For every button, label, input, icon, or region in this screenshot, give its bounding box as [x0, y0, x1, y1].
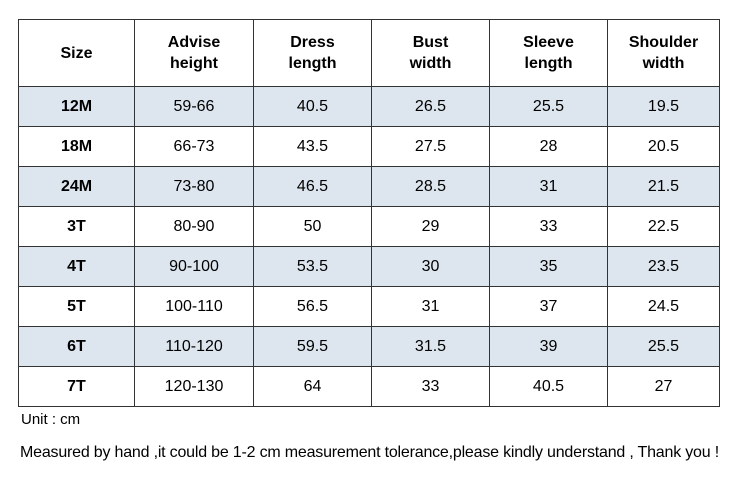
bust-width-cell: 31 [371, 286, 490, 327]
dress-length-cell: 64 [253, 366, 372, 407]
header-dress-length: Dress length [253, 19, 372, 87]
shoulder-width-cell: 25.5 [607, 326, 720, 367]
size-cell: 4T [18, 246, 135, 287]
shoulder-width-cell: 22.5 [607, 206, 720, 247]
header-shoulder-width: Shoulder width [607, 19, 720, 87]
dress-length-cell: 46.5 [253, 166, 372, 207]
size-cell: 18M [18, 126, 135, 167]
advise-height-cell: 120-130 [134, 366, 254, 407]
size-cell: 3T [18, 206, 135, 247]
table-row: 5T 100-110 56.5 31 37 24.5 [18, 286, 720, 327]
table-row: 18M 66-73 43.5 27.5 28 20.5 [18, 126, 720, 167]
shoulder-width-cell: 19.5 [607, 86, 720, 127]
header-advise-height: Advise height [134, 19, 254, 87]
header-row: Size Advise height Dress length Bust width … [18, 19, 720, 87]
advise-height-cell: 66-73 [134, 126, 254, 167]
bust-width-cell: 33 [371, 366, 490, 407]
shoulder-width-cell: 24.5 [607, 286, 720, 327]
bust-width-cell: 26.5 [371, 86, 490, 127]
size-chart-table: Size Advise height Dress length Bust width … [18, 19, 720, 407]
sleeve-length-cell: 25.5 [489, 86, 608, 127]
table-row: 24M 73-80 46.5 28.5 31 21.5 [18, 166, 720, 207]
size-cell: 6T [18, 326, 135, 367]
sleeve-length-cell: 40.5 [489, 366, 608, 407]
table-row: 4T 90-100 53.5 30 35 23.5 [18, 246, 720, 287]
sleeve-length-cell: 31 [489, 166, 608, 207]
size-cell: 7T [18, 366, 135, 407]
shoulder-width-cell: 27 [607, 366, 720, 407]
advise-height-cell: 90-100 [134, 246, 254, 287]
bust-width-cell: 28.5 [371, 166, 490, 207]
table-row: 3T 80-90 50 29 33 22.5 [18, 206, 720, 247]
advise-height-cell: 73-80 [134, 166, 254, 207]
sleeve-length-cell: 28 [489, 126, 608, 167]
bust-width-cell: 27.5 [371, 126, 490, 167]
table-row: 6T 110-120 59.5 31.5 39 25.5 [18, 326, 720, 367]
shoulder-width-cell: 23.5 [607, 246, 720, 287]
shoulder-width-cell: 21.5 [607, 166, 720, 207]
header-bust-width: Bust width [371, 19, 490, 87]
size-cell: 24M [18, 166, 135, 207]
unit-note: Unit : cm [21, 411, 81, 428]
bust-width-cell: 31.5 [371, 326, 490, 367]
dress-length-cell: 59.5 [253, 326, 372, 367]
table-row: 12M 59-66 40.5 26.5 25.5 19.5 [18, 86, 720, 127]
table-row: 7T 120-130 64 33 40.5 27 [18, 366, 720, 407]
header-sleeve-length: Sleeve length [489, 19, 608, 87]
sleeve-length-cell: 37 [489, 286, 608, 327]
measurement-disclaimer: Measured by hand ,it could be 1-2 cm mea… [20, 444, 719, 461]
dress-length-cell: 43.5 [253, 126, 372, 167]
size-cell: 12M [18, 86, 135, 127]
dress-length-cell: 56.5 [253, 286, 372, 327]
bust-width-cell: 30 [371, 246, 490, 287]
sleeve-length-cell: 39 [489, 326, 608, 367]
dress-length-cell: 40.5 [253, 86, 372, 127]
dress-length-cell: 50 [253, 206, 372, 247]
sleeve-length-cell: 35 [489, 246, 608, 287]
header-size: Size [18, 19, 135, 87]
advise-height-cell: 100-110 [134, 286, 254, 327]
shoulder-width-cell: 20.5 [607, 126, 720, 167]
size-cell: 5T [18, 286, 135, 327]
dress-length-cell: 53.5 [253, 246, 372, 287]
sleeve-length-cell: 33 [489, 206, 608, 247]
advise-height-cell: 59-66 [134, 86, 254, 127]
advise-height-cell: 80-90 [134, 206, 254, 247]
bust-width-cell: 29 [371, 206, 490, 247]
advise-height-cell: 110-120 [134, 326, 254, 367]
